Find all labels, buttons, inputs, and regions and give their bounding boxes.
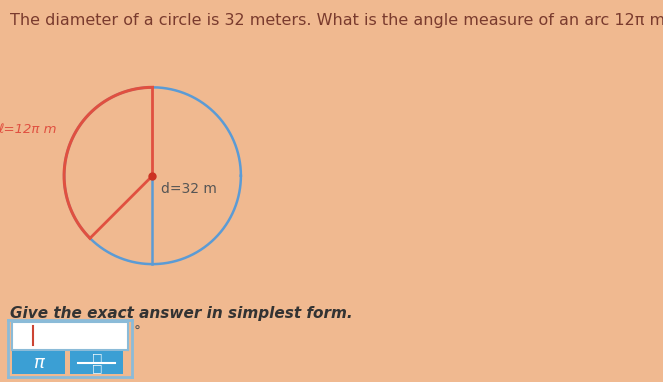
Text: °: ° bbox=[133, 325, 141, 339]
Text: □: □ bbox=[91, 353, 102, 363]
Text: π: π bbox=[33, 353, 44, 372]
Text: The diameter of a circle is 32 meters. What is the angle measure of an arc 12π m: The diameter of a circle is 32 meters. W… bbox=[10, 13, 663, 28]
Text: ℓ=12π m: ℓ=12π m bbox=[0, 123, 57, 136]
Text: d=32 m: d=32 m bbox=[161, 182, 217, 196]
Text: □: □ bbox=[91, 363, 102, 373]
Text: Give the exact answer in simplest form.: Give the exact answer in simplest form. bbox=[10, 306, 353, 320]
